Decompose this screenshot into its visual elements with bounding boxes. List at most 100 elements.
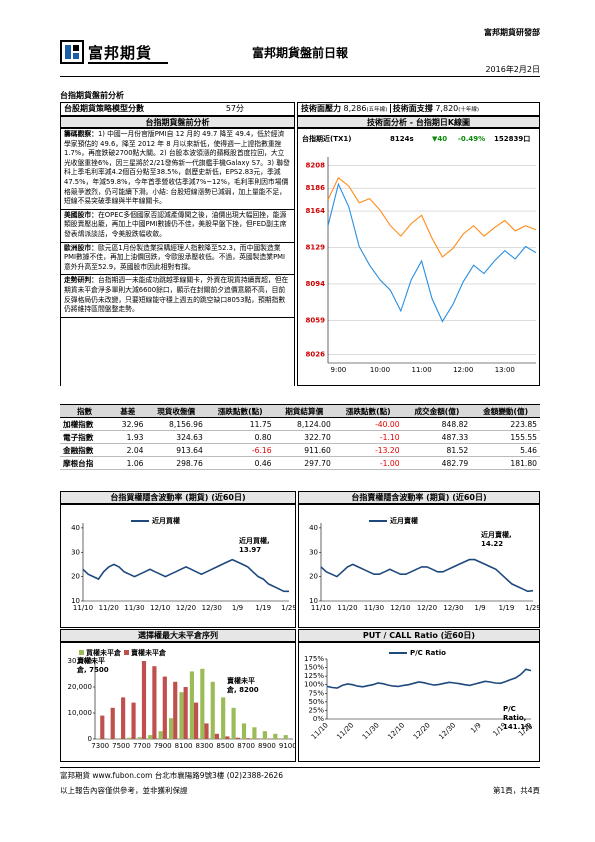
x-tick-label: 7700 [133,742,151,750]
table-cell: 913.64 [146,443,206,457]
table-cell: -13.20 [333,443,403,457]
pc-ratio-chart: 0%25%50%75%100%125%150%175% 11/10 11/20 11/… [298,642,540,762]
annotation: P/C [503,705,516,713]
paragraph-label: 籌碼觀察： [64,130,98,138]
y-tick-label: 40 [309,524,318,532]
annotation: 賣權未平 [76,656,105,665]
bar [235,737,240,739]
bar [256,738,261,739]
x-tick-label: 1/9 [469,721,483,735]
strategy-score: 57分 [225,104,244,113]
bar [106,738,111,739]
x-tick-label: 1/29 [525,604,540,612]
x-tick-label: 1/19 [255,604,271,612]
x-tick-label: 11/10 [310,721,330,741]
quote-percent: -0.49% [458,135,485,143]
table-header: 基差 [109,404,147,418]
table-header: 指數 [60,404,110,418]
paragraph-text: 1) 中國一月份官版PMI自 12 月的 49.7 降至 49.4，低於經濟學家… [64,130,290,206]
report-title: 富邦期貨盤前日報 [251,46,348,60]
y-tick-label: 75% [308,689,324,697]
x-tick-label: 11/30 [361,721,381,741]
bar [158,731,163,739]
bar [168,718,174,739]
table-cell: 8,156.96 [146,417,206,431]
x-tick-label: 12/30 [443,604,463,612]
y-tick-label: 30,000 [68,657,93,665]
bar [200,668,205,739]
table-cell: 0.46 [205,456,275,470]
legend-label: 買權未平倉 [85,648,122,657]
bar [210,681,215,739]
annotation: 賣權未平 [226,676,255,685]
table-cell: 32.96 [109,417,147,431]
bar [189,671,194,739]
x-tick-label: 8900 [258,742,276,750]
x-tick-label: 8500 [216,742,234,750]
index-name: 電子指數 [60,430,110,444]
legend-label: 賣權未平倉 [130,648,167,657]
report-date: 2016年2月2日 [485,65,540,74]
paragraph: 籌碼觀察：1) 中國一月份官版PMI自 12 月的 49.7 降至 49.4，低… [61,129,294,210]
x-tick-label: 11/20 [337,604,357,612]
bar [173,681,178,739]
chart-title: 台指賣權隱含波動率 (期貨) (近60日) [298,491,540,504]
quote-name: 台指期近(TX1) [302,134,351,143]
y-tick-label: 150% [304,664,324,672]
bar [100,715,105,739]
table-row: 加權指數 32.96 8,156.96 11.75 8,124.00 -40.00 848.… [60,417,540,431]
bar [137,737,142,739]
table-cell: -40.00 [333,417,403,431]
analysis-heading: 台指期貨盤前分析 [60,116,295,128]
table-cell: 297.70 [274,456,334,470]
x-tick-label: 7300 [91,742,109,750]
series-line [320,558,534,593]
strategy-box: 台股期貨策略模型分數 57分 [60,102,295,116]
y-tick-label: 50% [308,698,324,706]
table-cell: 1.06 [109,456,147,470]
resistance-label: 技術面壓力 [301,104,341,113]
table-row: 電子指數 1.93 324.63 0.80 322.70 -1.10 487.33 155.5… [60,430,540,444]
x-tick-label: 11/10 [311,604,331,612]
y-tick-label: 10 [71,597,80,605]
strategy-label: 台股期貨策略模型分數 [64,104,144,113]
bar [262,731,267,739]
paragraph: 美國股市：在OPEC多個國家否認減產傳聞之後，油價出現大幅回挫，能源類股賣壓出籠… [61,210,294,243]
x-tick-label: 11/10 [73,604,93,612]
x-tick-label: 11/20 [99,604,119,612]
paragraph: 走勢研判：台指期週一未能成功跳越季線關卡，外資在現貨持續賣超，但在期貨未平倉淨多… [61,275,294,318]
y-tick-label: 175% [304,655,324,663]
legend-swatch [124,650,129,655]
quote-volume: 152839口 [494,135,530,143]
y-tick-label: 20 [309,573,318,581]
bar [152,666,157,739]
table-header: 漲跌點數(點) [205,404,275,418]
table-cell: 324.63 [146,430,206,444]
quote-change: ▼40 [432,135,447,143]
x-tick-label: 1/9 [474,604,485,612]
legend-label: 近月賣權 [390,516,418,525]
x-tick-label: 12/20 [412,721,432,741]
y-tick-label: 8129 [306,244,326,252]
x-tick-label: 12/30 [437,721,457,741]
x-tick-label: 11:00 [412,366,432,374]
paragraph-text: 歐元區1月份製造業採購經理人指數降至52.3，而中國製造業PMI數據不佳，再加上… [64,243,286,271]
table-cell: 11.75 [205,417,275,431]
x-tick-label: 7500 [112,742,130,750]
annotation: 近月賣權, [481,530,512,539]
annotation: Ratio, [503,714,526,722]
x-tick-label: 11/30 [364,604,384,612]
table-header-row: 指數 基差 現貨收盤價 漲跌點數(點) 期貨結算價 漲跌點數(點) 成交金額(億) 金額變動(… [60,404,540,418]
series-line [327,176,537,258]
chart-title: 台指買權隱含波動率 (期貨) (近60日) [60,491,296,504]
y-tick-label: 30 [71,548,80,556]
x-tick-label: 11/30 [124,604,144,612]
annotation: 倉, 8200 [226,685,259,694]
x-tick-label: 12/10 [386,721,406,741]
y-tick-label: 30 [309,548,318,556]
bar [231,707,236,739]
legend-label: P/C Ratio [410,649,446,657]
bar [162,676,167,739]
